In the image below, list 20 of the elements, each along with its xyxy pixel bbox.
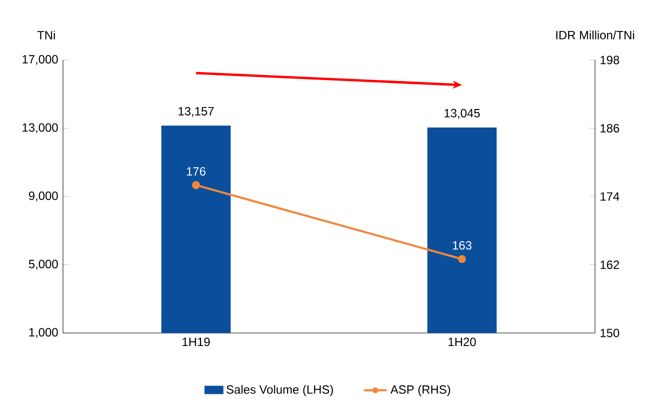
- legend-label: ASP (RHS): [390, 384, 450, 396]
- legend-label: Sales Volume (LHS): [226, 384, 333, 396]
- y2-tick-label: 186: [600, 124, 620, 132]
- y-tick-label: 5,000: [28, 260, 58, 270]
- y2-tick-label: 162: [600, 260, 620, 269]
- data-label: 13,157: [178, 107, 214, 117]
- data-label: 176: [186, 167, 206, 176]
- data-label: 13,045: [444, 108, 480, 119]
- y-tick-label: 9,000: [28, 192, 58, 202]
- y-axis-title: TNi: [37, 30, 55, 40]
- y-tick-label: 17,000: [22, 55, 58, 65]
- y-tick-label: 1,000: [29, 328, 58, 338]
- y2-tick-label: 174: [600, 192, 620, 201]
- y2-tick-label: 198: [600, 56, 620, 64]
- data-label: 163: [452, 241, 472, 250]
- y2-tick-label: 150: [600, 328, 620, 338]
- y2-axis-title: IDR Million/TNi: [556, 30, 634, 40]
- y-tick-label: 13,000: [22, 123, 58, 134]
- x-tick-label: 1H19: [182, 338, 210, 346]
- x-tick-label: 1H20: [448, 338, 476, 346]
